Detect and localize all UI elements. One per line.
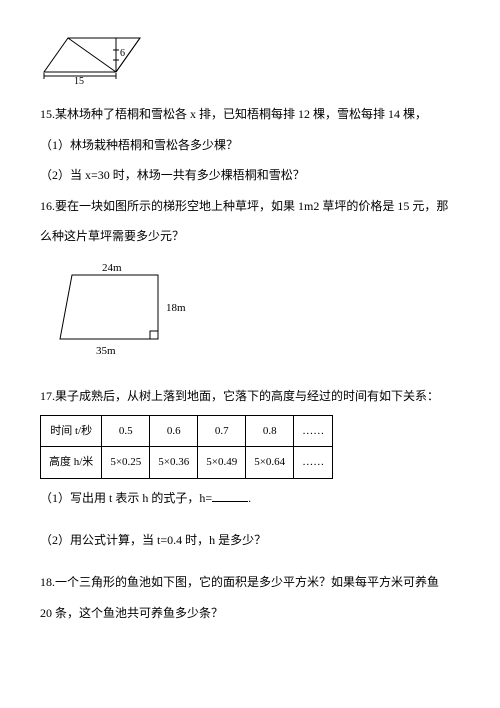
q18-line1: 18.一个三角形的鱼池如下图，它的面积是多少平方米？如果每平方米可养鱼	[40, 569, 460, 595]
q18-line2: 20 条，这个鱼池共可养鱼多少条？	[40, 600, 460, 626]
table-cell: 0.6	[150, 416, 198, 447]
table-cell: 5×0.49	[198, 447, 246, 478]
q16-figure: 24m 18m 35m	[54, 259, 460, 368]
table-cell: 时间 t/秒	[41, 416, 102, 447]
table-cell: ……	[294, 416, 333, 447]
table-row: 高度 h/米 5×0.25 5×0.36 5×0.49 5×0.64 ……	[41, 447, 333, 478]
q17-table: 时间 t/秒 0.5 0.6 0.7 0.8 …… 高度 h/米 5×0.25 …	[40, 415, 333, 478]
bottom-label: 35m	[96, 345, 116, 357]
table-cell: 5×0.25	[102, 447, 150, 478]
base-label: 15	[74, 76, 84, 84]
q17-sub1-text: （1）写出用 t 表示 h 的式子，h=	[40, 491, 212, 505]
q17-sub2: （2）用公式计算，当 t=0.4 时，h 是多少？	[40, 527, 460, 553]
table-cell: ……	[294, 447, 333, 478]
height-label: 6	[120, 48, 125, 59]
table-cell: 0.5	[102, 416, 150, 447]
parallelogram-svg: 6 15	[40, 34, 150, 84]
top-label: 24m	[102, 262, 122, 274]
q17-sub1: （1）写出用 t 表示 h 的式子，h=.	[40, 485, 460, 511]
table-row: 时间 t/秒 0.5 0.6 0.7 0.8 ……	[41, 416, 333, 447]
q17-prompt: 17.果子成熟后，从树上落到地面，它落下的高度与经过的时间有如下关系：	[40, 383, 460, 409]
table-cell: 0.7	[198, 416, 246, 447]
q16-line2: 么种这片草坪需要多少元？	[40, 223, 460, 249]
table-cell: 5×0.64	[246, 447, 294, 478]
q15-sub1: （1）林场栽种梧桐和雪松各多少棵？	[40, 132, 460, 158]
trapezoid-svg: 24m 18m 35m	[54, 259, 204, 359]
right-label: 18m	[166, 302, 186, 314]
table-cell: 高度 h/米	[41, 447, 102, 478]
fill-blank[interactable]	[212, 490, 248, 502]
q15-sub2: （2）当 x=30 时，林场一共有多少棵梧桐和雪松？	[40, 162, 460, 188]
table-cell: 0.8	[246, 416, 294, 447]
q15-prompt: 15.某林场种了梧桐和雪松各 x 排，已知梧桐每排 12 棵，雪松每排 14 棵…	[40, 101, 460, 127]
q14-figure: 6 15	[40, 34, 460, 93]
q17-sub1-period: .	[248, 491, 251, 505]
table-cell: 5×0.36	[150, 447, 198, 478]
q16-line1: 16.要在一块如图所示的梯形空地上种草坪，如果 1m2 草坪的价格是 15 元，…	[40, 193, 460, 219]
